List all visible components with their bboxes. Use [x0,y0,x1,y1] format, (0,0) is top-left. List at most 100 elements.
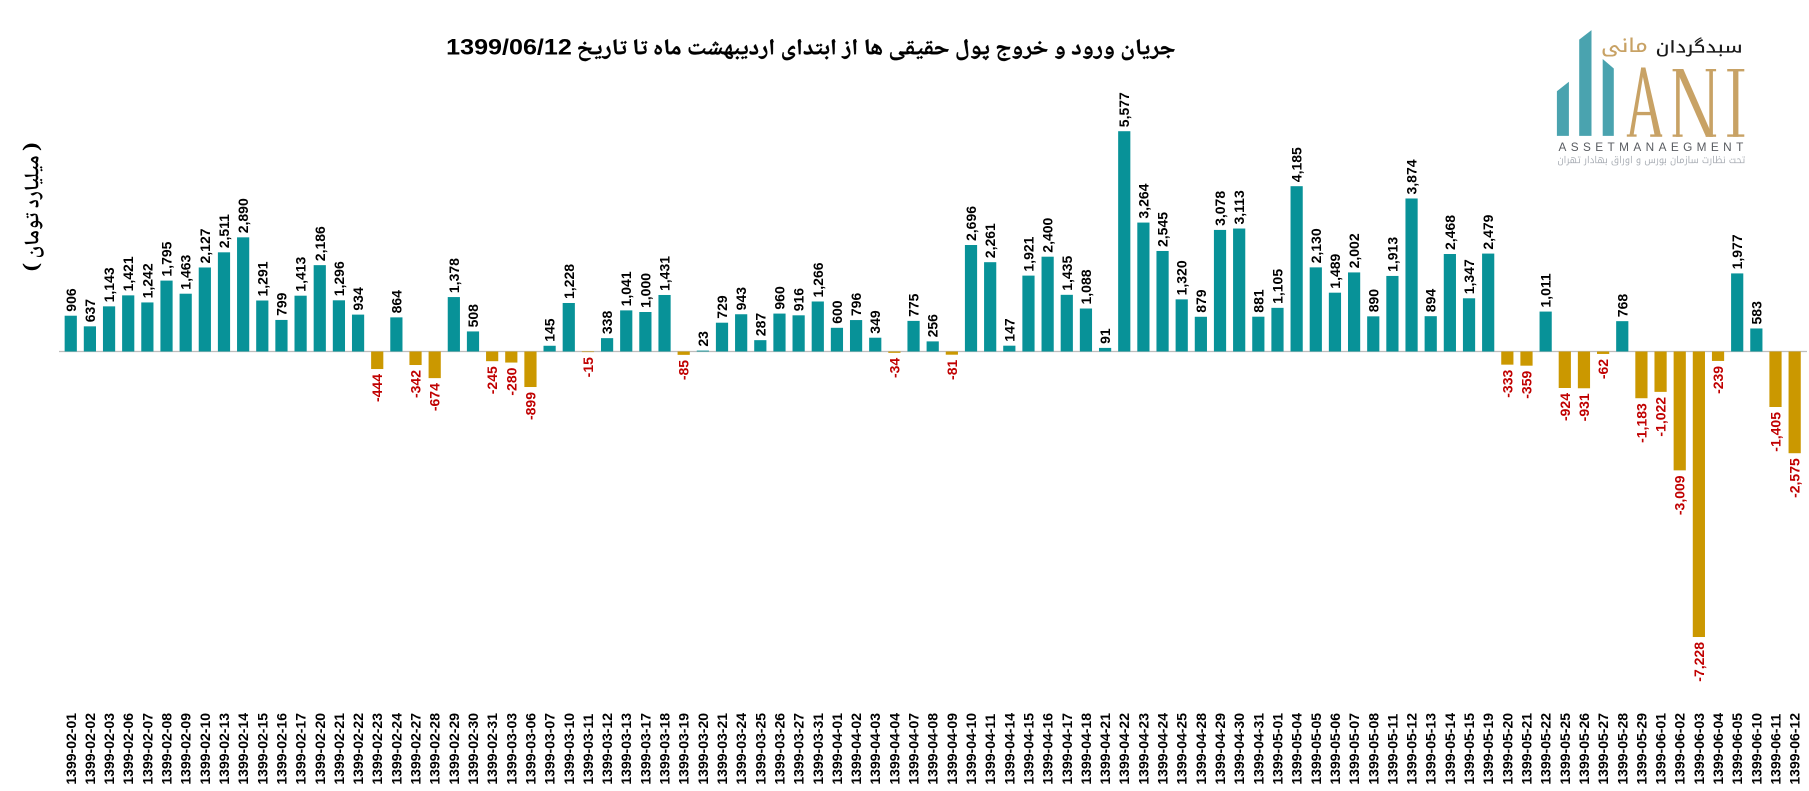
svg-text:1,977: 1,977 [1729,234,1745,269]
svg-text:2,186: 2,186 [312,226,328,261]
svg-text:1399-02-28: 1399-02-28 [427,713,443,785]
svg-text:1399/06/12: 1399/06/12 [446,34,572,59]
svg-text:1399-05-08: 1399-05-08 [1365,713,1381,785]
svg-text:1399-04-22: 1399-04-22 [1116,713,1132,785]
svg-text:1,913: 1,913 [1384,237,1400,272]
svg-text:890: 890 [1365,289,1381,313]
svg-text:1,088: 1,088 [1078,269,1094,304]
svg-text:1399-04-07: 1399-04-07 [906,713,922,785]
svg-text:1399-03-17: 1399-03-17 [637,713,653,785]
svg-text:1399-02-16: 1399-02-16 [273,713,289,785]
svg-text:-81: -81 [944,359,960,379]
svg-text:1,795: 1,795 [159,241,175,276]
svg-text:-674: -674 [427,383,443,411]
svg-text:600: 600 [829,300,845,324]
svg-text:1,291: 1,291 [254,261,270,296]
svg-text:-2,575: -2,575 [1787,458,1803,498]
svg-text:1399-04-16: 1399-04-16 [1040,713,1056,785]
svg-text:3,078: 3,078 [1212,191,1228,226]
svg-text:1399-02-23: 1399-02-23 [369,713,385,785]
svg-text:1399-03-06: 1399-03-06 [523,713,539,785]
svg-text:1,413: 1,413 [293,256,309,291]
svg-text:906: 906 [63,288,79,312]
svg-text:-7,228: -7,228 [1691,642,1707,682]
svg-text:1,320: 1,320 [1174,260,1190,295]
svg-text:1399-02-29: 1399-02-29 [446,713,462,785]
svg-text:1399-04-08: 1399-04-08 [925,713,941,785]
svg-text:1399-02-22: 1399-02-22 [350,713,366,785]
svg-text:1399-04-03: 1399-04-03 [867,713,883,785]
svg-text:1399-05-20: 1399-05-20 [1499,713,1515,785]
svg-text:1399-03-12: 1399-03-12 [599,713,615,785]
svg-text:864: 864 [388,290,404,314]
svg-text:1399-05-01: 1399-05-01 [1270,713,1286,785]
svg-text:1399-02-02: 1399-02-02 [82,713,98,785]
svg-text:637: 637 [82,299,98,323]
svg-text:1399-05-14: 1399-05-14 [1442,713,1458,785]
svg-text:960: 960 [772,286,788,310]
svg-text:2,479: 2,479 [1480,214,1496,249]
svg-text:287: 287 [752,313,768,337]
svg-text:-3,009: -3,009 [1672,475,1688,515]
svg-text:729: 729 [714,295,730,319]
svg-text:1399-05-25: 1399-05-25 [1557,713,1573,785]
svg-text:1399-04-31: 1399-04-31 [1250,713,1266,785]
svg-text:1,921: 1,921 [1021,236,1037,271]
svg-text:1,143: 1,143 [101,267,117,302]
svg-text:1399-04-29: 1399-04-29 [1212,713,1228,785]
svg-text:768: 768 [1614,294,1630,318]
svg-text:894: 894 [1423,289,1439,313]
svg-text:1399-05-11: 1399-05-11 [1384,714,1400,785]
svg-text:1399-05-05: 1399-05-05 [1308,713,1324,785]
svg-text:1399-03-03: 1399-03-03 [503,713,519,785]
svg-text:-342: -342 [408,370,424,398]
svg-text:1399-02-17: 1399-02-17 [293,713,309,785]
svg-text:1399-04-09: 1399-04-09 [944,713,960,785]
svg-text:2,127: 2,127 [197,228,213,263]
svg-text:1399-05-04: 1399-05-04 [1289,713,1305,785]
svg-text:1399-03-11: 1399-03-11 [580,714,596,785]
svg-text:1399-02-01: 1399-02-01 [63,713,79,785]
svg-text:2,696: 2,696 [963,206,979,241]
svg-text:-931: -931 [1576,393,1592,421]
svg-text:2,545: 2,545 [1155,212,1171,247]
svg-text:2,261: 2,261 [982,223,998,258]
svg-text:1399-06-11: 1399-06-11 [1768,714,1784,785]
svg-text:-245: -245 [484,366,500,394]
svg-text:-85: -85 [676,360,692,380]
svg-text:1399-02-07: 1399-02-07 [139,713,155,785]
svg-text:1399-06-02: 1399-06-02 [1672,713,1688,785]
svg-text:-359: -359 [1519,370,1535,398]
svg-text:3,264: 3,264 [1135,183,1151,218]
svg-text:1399-02-24: 1399-02-24 [388,713,404,785]
svg-text:1,463: 1,463 [178,254,194,289]
svg-text:1399-05-07: 1399-05-07 [1346,713,1362,785]
svg-text:1399-04-30: 1399-04-30 [1231,713,1247,785]
svg-text:1399-04-21: 1399-04-21 [1097,713,1113,785]
svg-text:1399-03-21: 1399-03-21 [714,713,730,785]
svg-text:1399-04-25: 1399-04-25 [1174,713,1190,785]
svg-text:1399-04-24: 1399-04-24 [1155,713,1171,785]
svg-text:1,266: 1,266 [810,262,826,297]
svg-text:1,242: 1,242 [139,263,155,298]
svg-text:1399-04-23: 1399-04-23 [1135,713,1151,785]
svg-text:943: 943 [733,287,749,311]
svg-text:1399-06-04: 1399-06-04 [1710,713,1726,785]
svg-text:1399-02-14: 1399-02-14 [235,713,251,785]
svg-text:-280: -280 [503,367,519,395]
svg-text:3,113: 3,113 [1231,190,1247,224]
svg-text:1,011: 1,011 [1538,273,1554,307]
svg-text:1399-06-10: 1399-06-10 [1748,713,1764,785]
svg-text:1399-05-15: 1399-05-15 [1461,713,1477,785]
svg-text:1399-02-09: 1399-02-09 [178,713,194,785]
svg-text:2,400: 2,400 [1040,217,1056,252]
svg-text:1399-05-29: 1399-05-29 [1633,713,1649,785]
svg-text:1399-03-31: 1399-03-31 [810,713,826,785]
svg-text:1399-04-18: 1399-04-18 [1078,713,1094,785]
svg-text:147: 147 [1001,318,1017,342]
svg-text:-333: -333 [1499,369,1515,397]
svg-text:2,130: 2,130 [1308,228,1324,263]
svg-text:1,421: 1,421 [120,256,136,291]
svg-text:-924: -924 [1557,393,1573,421]
svg-text:-444: -444 [369,374,385,402]
